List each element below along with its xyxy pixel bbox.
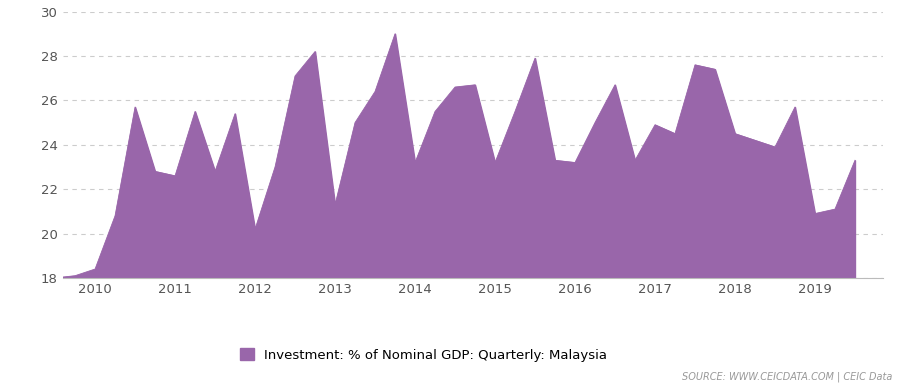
Text: SOURCE: WWW.CEICDATA.COM | CEIC Data: SOURCE: WWW.CEICDATA.COM | CEIC Data bbox=[682, 372, 892, 382]
Legend: Investment: % of Nominal GDP: Quarterly: Malaysia: Investment: % of Nominal GDP: Quarterly:… bbox=[235, 343, 613, 367]
